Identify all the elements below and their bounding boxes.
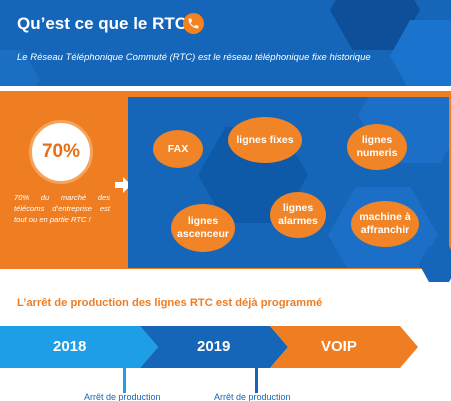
- bubble-label: machine à affranchir: [359, 211, 411, 236]
- timeline-step-voip: VOIP: [321, 338, 357, 355]
- header-subtitle: Le Réseau Téléphonique Commuté (RTC) est…: [17, 52, 371, 63]
- bubble-label: FAX: [167, 142, 189, 155]
- bubble-label: lignes numeris: [356, 134, 398, 159]
- bubble-label: lignes ascenceur: [177, 215, 229, 240]
- stat-circle: 70%: [29, 120, 93, 184]
- header-banner: Qu’est ce que le RTC ? Le Réseau Télépho…: [0, 0, 451, 86]
- bubble-machine-affranchir: machine à affranchir: [351, 201, 419, 247]
- timeline-marker-2018: [123, 367, 126, 393]
- bubble-fax: FAX: [153, 130, 203, 168]
- arrow-right-icon: [115, 177, 131, 193]
- timeline-marker-label: Arrêt de production: [214, 392, 291, 401]
- timeline-step-2019: 2019: [197, 338, 231, 355]
- bubble-label: lignes fixes: [236, 133, 294, 146]
- phone-icon: [183, 13, 204, 34]
- timeline-marker-label: Arrêt de production: [84, 392, 161, 401]
- timeline-bar: [0, 326, 418, 368]
- bubble-lignes-alarmes: lignes alarmes: [270, 192, 326, 238]
- stat-description: 70% du marché des télécoms d’entreprise …: [14, 193, 110, 224]
- timeline-marker-2019: [255, 367, 258, 393]
- stat-value: 70%: [41, 141, 81, 162]
- bubble-lignes-numeris: lignes numeris: [347, 124, 407, 170]
- page-title: Qu’est ce que le RTC ?: [17, 14, 203, 33]
- timeline-segment-2019: [140, 326, 288, 368]
- bubble-label: lignes alarmes: [278, 202, 318, 227]
- bubble-lignes-ascenceur: lignes ascenceur: [171, 204, 235, 252]
- timeline-title: L’arrêt de production des lignes RTC est…: [17, 297, 323, 309]
- timeline-segment-2018: [0, 326, 158, 368]
- timeline-step-2018: 2018: [53, 338, 87, 355]
- timeline-segment-voip: [270, 326, 418, 368]
- bubble-lignes-fixes: lignes fixes: [228, 117, 302, 163]
